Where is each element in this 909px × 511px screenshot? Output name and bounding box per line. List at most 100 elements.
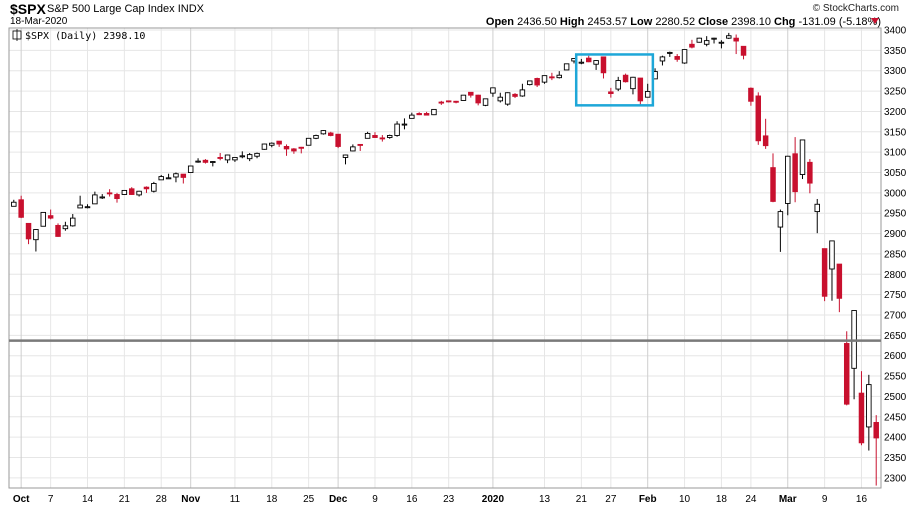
candle[interactable] bbox=[261, 143, 268, 150]
candle[interactable] bbox=[313, 134, 319, 140]
candle[interactable] bbox=[143, 186, 150, 193]
candle[interactable] bbox=[556, 71, 562, 79]
candle[interactable] bbox=[342, 154, 349, 165]
candle[interactable] bbox=[151, 181, 157, 193]
candle[interactable] bbox=[460, 94, 467, 101]
candle[interactable] bbox=[11, 199, 17, 207]
candle[interactable] bbox=[55, 223, 61, 237]
candle[interactable] bbox=[468, 91, 474, 98]
candle[interactable] bbox=[541, 75, 548, 84]
candle[interactable] bbox=[792, 137, 798, 203]
candle[interactable] bbox=[239, 151, 246, 159]
candle[interactable] bbox=[165, 173, 172, 180]
candle[interactable] bbox=[821, 248, 828, 302]
candle[interactable] bbox=[726, 32, 732, 39]
candle[interactable] bbox=[453, 100, 459, 104]
candle[interactable] bbox=[600, 56, 607, 79]
candle[interactable] bbox=[92, 191, 98, 205]
candle[interactable] bbox=[490, 87, 496, 97]
candle[interactable] bbox=[814, 198, 820, 234]
candle[interactable] bbox=[276, 140, 282, 147]
candle[interactable] bbox=[320, 130, 327, 135]
candle[interactable] bbox=[298, 146, 304, 154]
candle[interactable] bbox=[549, 72, 555, 81]
candle[interactable] bbox=[696, 37, 703, 43]
candle[interactable] bbox=[18, 195, 24, 219]
candle[interactable] bbox=[659, 55, 666, 66]
candle[interactable] bbox=[202, 159, 209, 164]
candle[interactable] bbox=[843, 331, 850, 406]
candle[interactable] bbox=[674, 54, 680, 62]
candle[interactable] bbox=[99, 194, 105, 199]
candle[interactable] bbox=[622, 73, 629, 83]
candle[interactable] bbox=[70, 214, 76, 227]
candle[interactable] bbox=[77, 195, 83, 209]
candle[interactable] bbox=[858, 371, 865, 446]
brand-watermark[interactable]: © StockCharts.com bbox=[812, 3, 899, 14]
candle[interactable] bbox=[740, 45, 747, 60]
candle[interactable] bbox=[335, 133, 341, 149]
candle[interactable] bbox=[283, 144, 290, 156]
candle[interactable] bbox=[799, 139, 806, 180]
candle[interactable] bbox=[807, 159, 813, 194]
candle[interactable] bbox=[401, 118, 408, 130]
candle[interactable] bbox=[644, 83, 651, 98]
candle[interactable] bbox=[770, 153, 776, 203]
candle[interactable] bbox=[829, 240, 835, 301]
candle[interactable] bbox=[563, 63, 570, 71]
candle[interactable] bbox=[269, 142, 275, 148]
candle[interactable] bbox=[416, 112, 422, 116]
candle[interactable] bbox=[423, 111, 430, 116]
candle[interactable] bbox=[62, 221, 69, 231]
candle[interactable] bbox=[431, 108, 437, 116]
candle[interactable] bbox=[47, 209, 54, 220]
candle[interactable] bbox=[836, 263, 843, 313]
candle[interactable] bbox=[364, 131, 371, 139]
candle[interactable] bbox=[534, 77, 540, 88]
candle[interactable] bbox=[328, 131, 334, 137]
candle[interactable] bbox=[386, 134, 393, 139]
candle[interactable] bbox=[777, 209, 784, 252]
candle[interactable] bbox=[372, 132, 378, 138]
candle[interactable] bbox=[158, 174, 164, 181]
candle[interactable] bbox=[305, 137, 312, 146]
candle[interactable] bbox=[482, 98, 489, 107]
candle[interactable] bbox=[40, 211, 47, 227]
candle[interactable] bbox=[527, 80, 533, 86]
candle[interactable] bbox=[851, 310, 857, 400]
candle[interactable] bbox=[578, 58, 585, 65]
candle[interactable] bbox=[210, 161, 216, 167]
candle[interactable] bbox=[637, 77, 644, 106]
candle[interactable] bbox=[195, 158, 201, 163]
candle[interactable] bbox=[246, 152, 253, 162]
candle[interactable] bbox=[615, 76, 621, 92]
candle[interactable] bbox=[128, 187, 135, 195]
candle[interactable] bbox=[475, 94, 481, 106]
candle[interactable] bbox=[519, 83, 526, 97]
candle[interactable] bbox=[394, 121, 400, 137]
candle[interactable] bbox=[681, 49, 688, 64]
candle[interactable] bbox=[409, 112, 415, 119]
candle[interactable] bbox=[785, 155, 791, 216]
candle[interactable] bbox=[497, 92, 504, 103]
candle[interactable] bbox=[630, 76, 636, 95]
candle[interactable] bbox=[667, 51, 673, 57]
candle[interactable] bbox=[33, 229, 39, 252]
candle[interactable] bbox=[114, 192, 120, 203]
candle[interactable] bbox=[445, 100, 452, 103]
candle[interactable] bbox=[180, 173, 187, 184]
candle[interactable] bbox=[173, 172, 179, 183]
candle[interactable] bbox=[711, 37, 717, 44]
candle[interactable] bbox=[438, 100, 445, 105]
candle[interactable] bbox=[121, 189, 128, 195]
candle[interactable] bbox=[689, 39, 695, 49]
candle[interactable] bbox=[357, 143, 363, 151]
candle[interactable] bbox=[873, 415, 879, 486]
candle[interactable] bbox=[350, 144, 356, 152]
candle[interactable] bbox=[232, 157, 238, 162]
candle[interactable] bbox=[593, 60, 599, 70]
candle[interactable] bbox=[718, 40, 725, 49]
candle[interactable] bbox=[217, 152, 223, 161]
candle[interactable] bbox=[586, 55, 592, 63]
candle[interactable] bbox=[25, 222, 32, 245]
